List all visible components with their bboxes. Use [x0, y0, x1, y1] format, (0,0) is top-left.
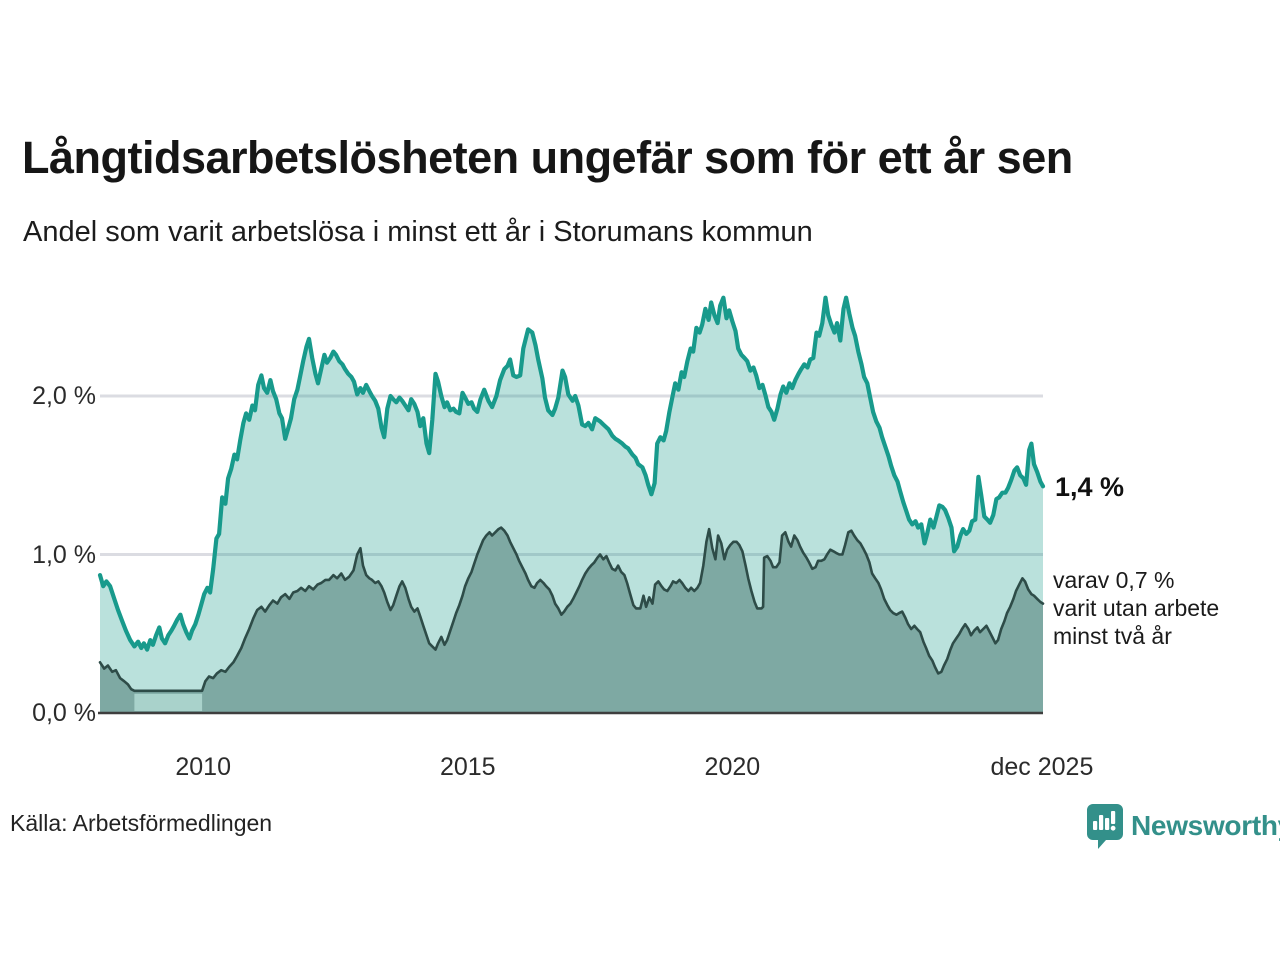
x-tick-label: 2015: [439, 753, 496, 781]
x-tick-label: dec 2025: [990, 753, 1094, 781]
line-one-year: [97, 295, 1046, 652]
line-two-year: [98, 526, 1045, 693]
annotation-latest-value: 1,4 %: [1055, 472, 1125, 503]
newsworthy-logo-icon: [1087, 804, 1123, 849]
page-subtitle: Andel som varit arbetslösa i minst ett å…: [23, 216, 813, 248]
y-tick-label: 1,0 %: [32, 540, 96, 569]
y-tick-label: 2,0 %: [32, 382, 96, 410]
brand-lockup: Newsworthy: [1086, 803, 1280, 851]
y-tick-label: 0,0 %: [32, 699, 96, 727]
x-tick-label: 2010: [175, 753, 231, 781]
area-fill-two-year: [100, 527, 1043, 713]
x-tick-label: 2020: [704, 753, 761, 781]
brand-name: Newsworthy: [1131, 810, 1280, 841]
bar-chart-glyph: [1093, 811, 1116, 831]
annotation-two-year-note: varav 0,7 % varit utan arbete minst två …: [1053, 566, 1220, 649]
source-caption: Källa: Arbetsförmedlingen: [10, 810, 273, 836]
page-title: Långtidsarbetslösheten ungefär som för e…: [22, 132, 1073, 183]
masked-data-patch: [134, 693, 203, 711]
